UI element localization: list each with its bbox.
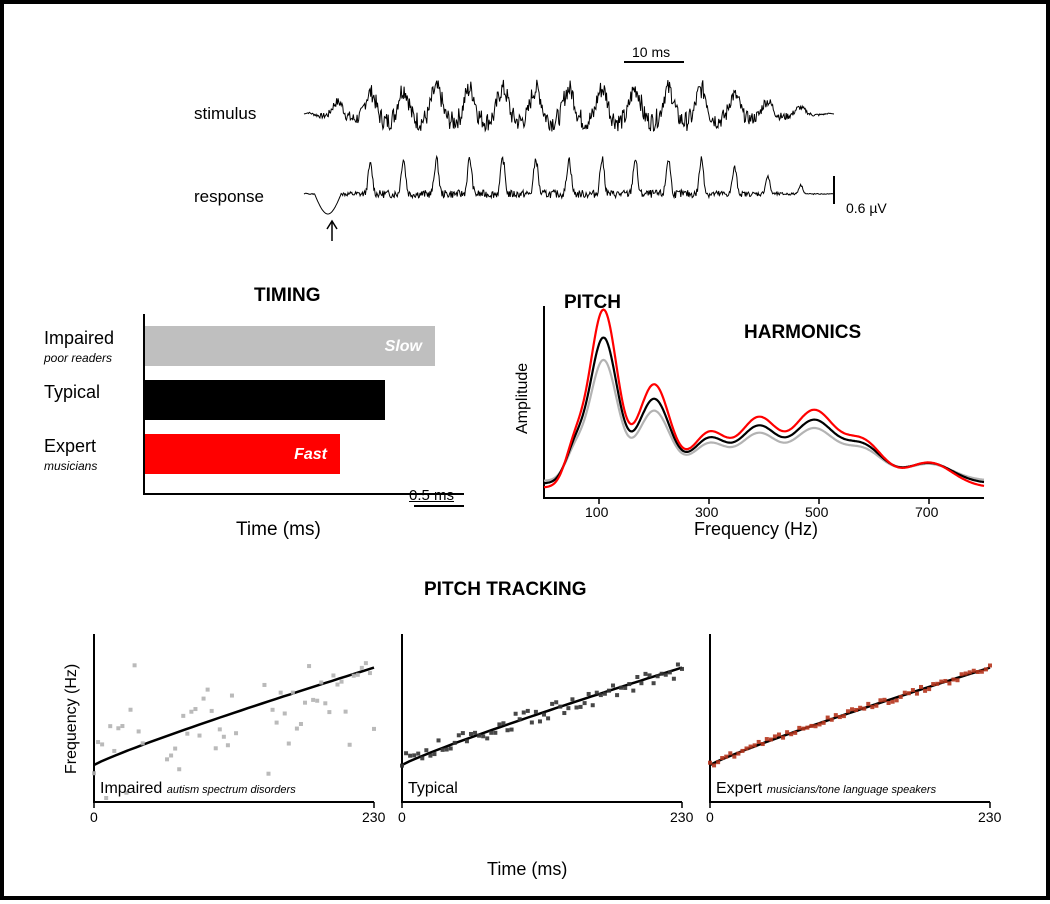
pitchtracking-xlabel: Time (ms): [487, 859, 567, 880]
tracking-panel-expert: Expert musicians/tone language speakers: [716, 780, 936, 798]
tracking-tick: 230: [978, 809, 1001, 825]
tracking-tick: 0: [398, 809, 406, 825]
tracking-tick: 0: [706, 809, 714, 825]
tracking-tick: 230: [362, 809, 385, 825]
pitchtracking-panels: [4, 4, 1050, 904]
tracking-tick: 230: [670, 809, 693, 825]
tracking-panel-typical: Typical: [408, 780, 458, 798]
tracking-tick: 0: [90, 809, 98, 825]
tracking-panel-impaired: Impaired autism spectrum disorders: [100, 780, 296, 798]
